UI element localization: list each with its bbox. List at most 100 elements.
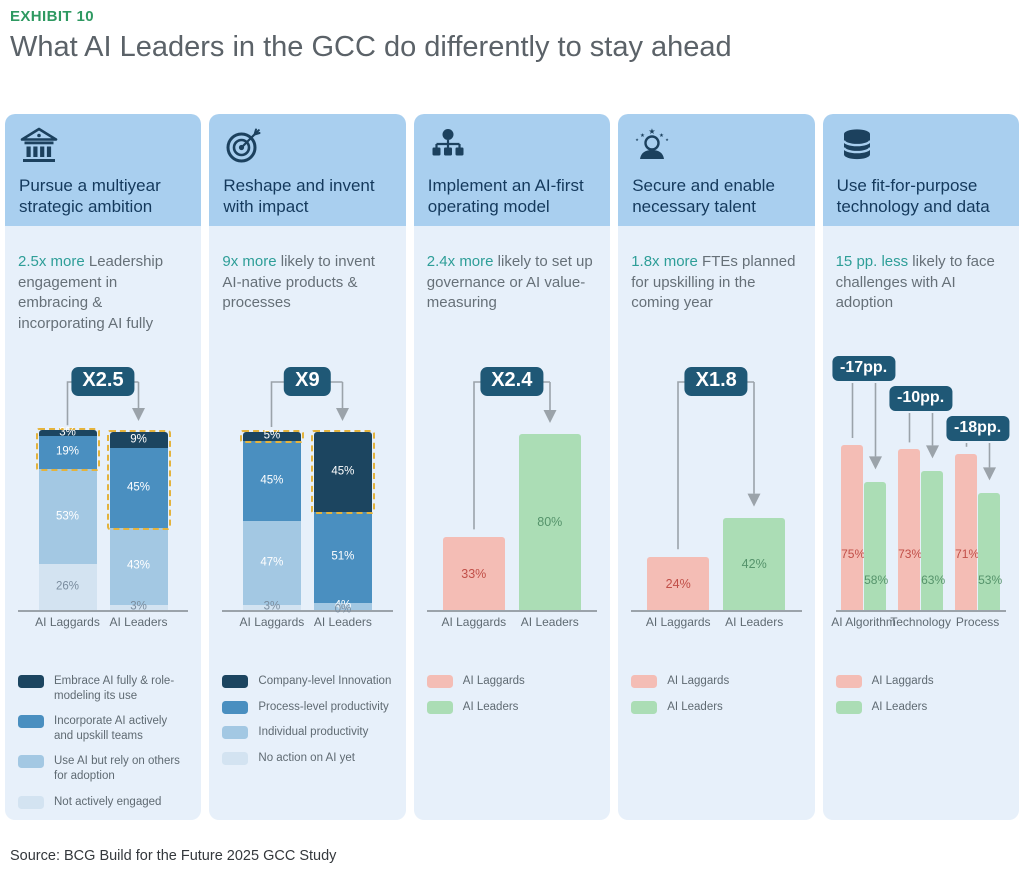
legend-swatch (18, 715, 44, 729)
legend-item: AI Leaders (631, 700, 801, 715)
axis-category-label: Technology (890, 615, 951, 629)
multiplier-badge: -17pp. (832, 356, 896, 381)
segment-value-label: 4% (334, 599, 352, 612)
bar-segment: 45% (313, 432, 372, 513)
chart-operating-model: 33% AI Laggards 80% AI Leaders X2.4 (426, 352, 598, 644)
stacked-bar: 5% 45% 47% 3% (239, 429, 304, 612)
bar-value-label: 71% (955, 546, 980, 561)
legend: Company-level Innovation Process-level pr… (222, 674, 392, 765)
panel-header: Pursue a multiyear strategic ambition (5, 114, 202, 226)
panel-reshape-invent: Reshape and invent with impact 9x more l… (209, 114, 406, 820)
bar-value-label: 73% (898, 546, 923, 561)
legend: AI Laggards AI Leaders (631, 674, 801, 714)
multiplier-badge: X2.4 (480, 367, 544, 396)
segment-value-label: 45% (126, 481, 151, 494)
exhibit-label: EXHIBIT 10 (10, 8, 95, 25)
axis-category-label: AI Leaders (313, 615, 372, 629)
stacked-bar: 45% 51% 4% 0% (310, 430, 375, 615)
segment-value-label: 45% (331, 465, 355, 478)
bar-ai-leaders: 53% (978, 493, 1003, 610)
panel-talent: ★ ★ ★ ★ ★ Secure and enable necessary ta… (618, 114, 815, 820)
legend-label: AI Leaders (871, 700, 928, 713)
panel-body: 2.5x more Leadership engagement in embra… (5, 226, 201, 820)
page-header: EXHIBIT 10 What AI Leaders in the GCC do… (0, 0, 1024, 106)
panel-headline: Secure and enable necessary talent (632, 176, 775, 217)
bank-icon (19, 126, 187, 168)
legend-swatch (426, 700, 453, 714)
legend-item: Not actively engaged (18, 795, 188, 810)
axis-category-label: AI Leaders (520, 615, 579, 629)
panel-stat: 15 pp. less likely to face challenges wi… (836, 252, 1006, 348)
panel-header: Implement an AI-first operating model (413, 114, 611, 226)
segment-value-label: 51% (331, 550, 355, 563)
legend-label: Process-level productivity (258, 700, 389, 713)
panel-strategic-ambition: Pursue a multiyear strategic ambition 2.… (5, 114, 202, 820)
bar-segment: 19% (38, 435, 97, 470)
multiplier-badge: X1.8 (684, 367, 748, 396)
panel-headline: Use fit-for-purpose technology and data (836, 176, 990, 217)
bar-segment: 26% (38, 563, 97, 610)
segment-value-label: 5% (263, 429, 281, 442)
segment-value-label: 0% (334, 603, 352, 616)
bar-ai-laggards: 75% (841, 445, 865, 610)
org-chart-icon (428, 126, 596, 168)
stat-rest: Leadership engagement in embracing & inc… (18, 253, 164, 333)
stat-highlight: 9x more (222, 253, 277, 270)
panel-technology-data: Use fit-for-purpose technology and data … (822, 114, 1019, 820)
legend-item: AI Leaders (835, 700, 1006, 715)
bar-value-label: 42% (741, 556, 767, 571)
axis-category-label: AI Laggards (645, 615, 711, 629)
stat-rest: FTEs planned for upskilling in the comin… (631, 253, 796, 312)
legend-swatch (18, 675, 44, 688)
legend-swatch (222, 751, 249, 765)
axis-category-label: AI Laggards (239, 615, 305, 629)
legend-item: Use AI but rely on others for adoption (18, 754, 188, 783)
chart-reshape-invent: 5% 45% 47% 3% AI Laggards 45% 51% 4% 0% AI Leader… (222, 352, 393, 644)
legend-item: AI Laggards (426, 674, 597, 689)
legend-swatch (631, 700, 658, 714)
panel-body: 9x more likely to invent AI-native produ… (209, 226, 405, 820)
bar-ai-leaders: 80% (518, 434, 581, 610)
legend-item: AI Laggards (835, 674, 1006, 689)
svg-text:★: ★ (649, 127, 656, 136)
bar-segment: 4% (313, 599, 372, 612)
bar-value-label: 53% (978, 572, 1003, 587)
legend-swatch (18, 795, 44, 809)
axis-category-label: AI Leaders (725, 615, 784, 629)
panel-body: 2.4x more likely to set up governance or… (414, 226, 610, 820)
axis-category-label: AI Algorithm (831, 615, 896, 629)
legend-label: AI Laggards (462, 675, 525, 687)
segment-value-label: 3% (59, 426, 76, 439)
legend-swatch (222, 675, 249, 688)
panel-body: 15 pp. less likely to face challenges wi… (823, 226, 1019, 820)
bar-value-label: 80% (537, 514, 563, 529)
axis-category-label: AI Leaders (109, 615, 168, 629)
legend-label: Incorporate AI actively and upskill team… (54, 715, 168, 742)
bar-value-label: 33% (461, 566, 487, 581)
stat-highlight: 2.4x more (426, 253, 494, 270)
bar-segment: 45% (242, 440, 301, 521)
legend-item: Individual productivity (222, 725, 392, 740)
legend: AI Laggards AI Leaders (835, 674, 1006, 715)
panel-stat: 2.4x more likely to set up governance or… (427, 252, 597, 348)
bar-ai-leaders: 42% (723, 517, 786, 610)
bar-ai-leaders: 63% (921, 471, 945, 610)
panel-headline: Pursue a multiyear strategic ambition (19, 176, 161, 217)
source-note: Source: BCG Build for the Future 2025 GC… (10, 848, 337, 864)
legend-label: AI Laggards (871, 675, 934, 687)
legend-swatch (631, 675, 658, 688)
highlight-outline (239, 430, 304, 443)
panel-stat: 1.8x more FTEs planned for upskilling in… (631, 252, 801, 348)
panel-stat: 9x more likely to invent AI-native produ… (222, 252, 392, 348)
legend: Embrace AI fully & role-modeling its use… (18, 674, 188, 809)
highlight-outline (35, 428, 100, 472)
stat-rest: likely to set up governance or AI value-… (426, 253, 593, 312)
bar-value-label: 58% (864, 572, 889, 587)
legend-swatch (426, 675, 453, 688)
bar-segment: 9% (109, 432, 168, 449)
svg-text:★: ★ (635, 137, 639, 142)
panel-headline: Implement an AI-first operating model (427, 176, 584, 217)
legend-item: Embrace AI fully & role-modeling its use (18, 674, 188, 703)
database-icon (837, 126, 1005, 168)
bar-segment: 53% (38, 469, 97, 564)
